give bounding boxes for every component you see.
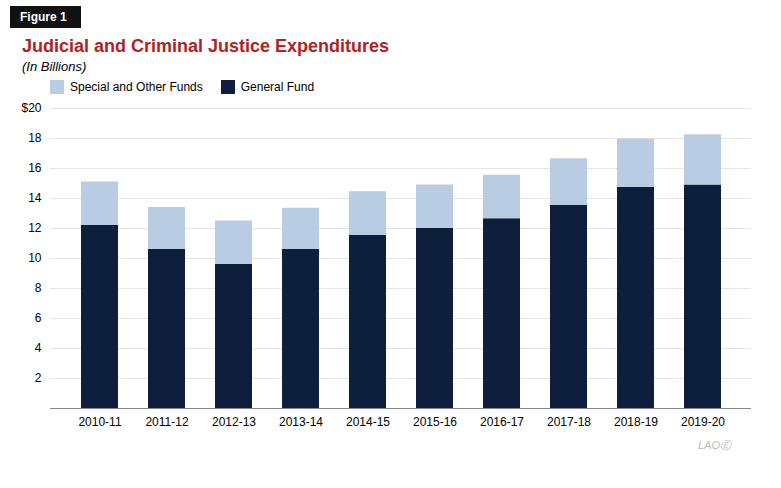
svg-text:2011-12: 2011-12 <box>145 415 188 429</box>
html-text:Special and Other Funds: Special and Other Funds <box>70 80 203 94</box>
svg-text:12: 12 <box>28 221 42 235</box>
html-text:General Fund: General Fund <box>240 80 315 94</box>
svg-text:2015-16: 2015-16 <box>413 415 457 429</box>
svg-text:2010-11: 2010-11 <box>78 415 121 429</box>
svg-text:2012-13: 2012-13 <box>212 415 256 429</box>
svg-text:10: 10 <box>28 251 42 265</box>
svg-text:16: 16 <box>28 161 42 175</box>
svg-text:2013-14: 2013-14 <box>279 415 323 429</box>
svg-text:2: 2 <box>35 371 42 385</box>
svg-text:2014-15: 2014-15 <box>346 415 390 429</box>
svg-text:4: 4 <box>35 341 42 355</box>
svg-text:6: 6 <box>35 311 42 325</box>
svg-text:2019-20: 2019-20 <box>681 415 725 429</box>
html-text:(In Billions): (In Billions) <box>22 59 87 74</box>
html-text:Figure 1: Figure 1 <box>20 10 67 24</box>
svg-text:$20: $20 <box>21 101 41 115</box>
svg-text:2017-18: 2017-18 <box>547 415 591 429</box>
html-text:LAOⒺ: LAOⒺ <box>698 439 731 451</box>
svg-text:2018-19: 2018-19 <box>614 415 658 429</box>
svg-text:8: 8 <box>35 281 42 295</box>
svg-text:18: 18 <box>28 131 42 145</box>
svg-text:14: 14 <box>28 191 42 205</box>
html-text:Judicial and Criminal Justice: Judicial and Criminal Justice Expenditur… <box>22 36 390 56</box>
svg-text:2016-17: 2016-17 <box>480 415 524 429</box>
